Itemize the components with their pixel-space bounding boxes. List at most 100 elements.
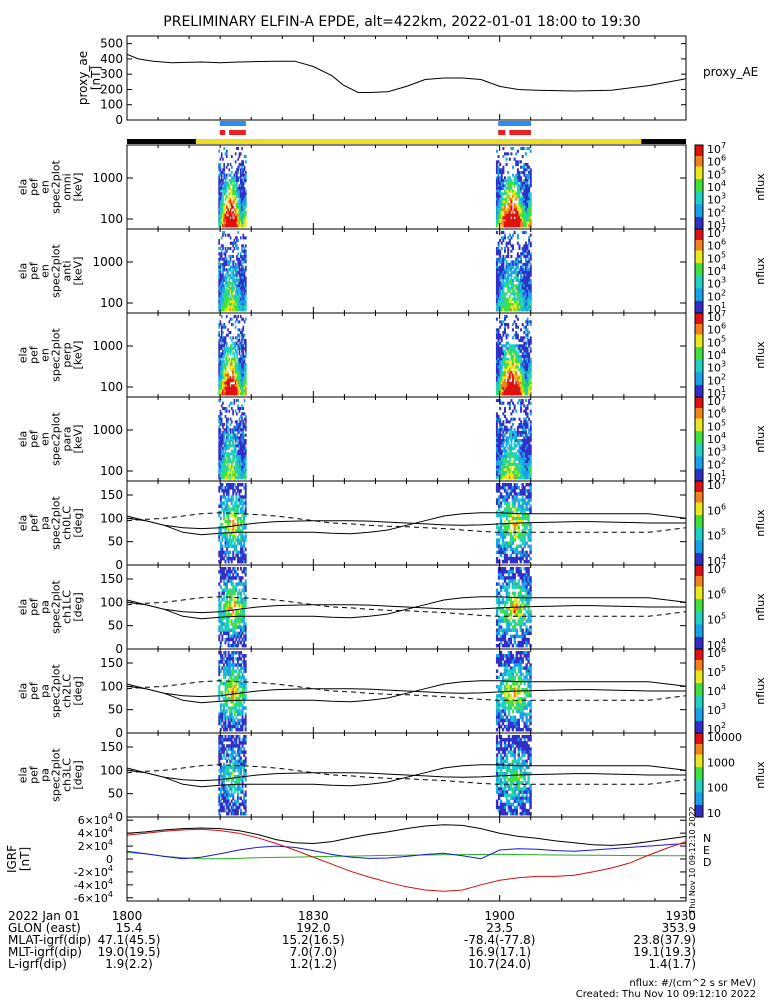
spectrogram-cell [242,352,245,356]
spectrogram-cell [497,371,500,375]
colorbar-cell [695,161,703,165]
spectrogram-cell [238,341,241,345]
spectrogram-cell [223,147,226,151]
spectrogram-cell [233,368,236,372]
spectrogram-cell [236,181,238,185]
spectrogram-cell [242,347,245,351]
spectrogram-cell [507,255,510,259]
spectrogram-cell [495,265,498,269]
spectrogram-cell [233,547,236,552]
spectrogram-cell [237,257,240,261]
spectrogram-cell [227,347,229,351]
spectrogram-cell [505,516,509,521]
spectrogram-cell [500,176,503,180]
spectrogram-cell [495,249,498,253]
spectrogram-cell [511,559,515,564]
spectrogram-cell [503,176,506,180]
spectrogram-cell [518,376,521,380]
spectrogram-cell [502,165,505,169]
spectrogram-cell [528,303,531,307]
spectrogram-cell [232,268,234,272]
spectrogram-cell [241,303,243,307]
spectrogram-cell [241,550,244,555]
colorbar-cell [695,264,703,268]
spectrogram-cell [508,344,511,348]
spectrogram-cell [232,553,235,558]
spectrogram-cell [529,423,532,427]
colorbar-cell [695,157,703,161]
spectrogram-cell [523,165,526,169]
spectrogram-cell [239,224,242,228]
spectrogram-cell [507,287,510,291]
spectrogram-cell [502,384,505,388]
colorbar-cell [695,428,703,432]
spectrogram-cell [523,168,526,172]
spectrogram-cell [499,436,502,440]
spectrogram-cell [503,211,506,215]
spectrogram-cell [524,192,527,196]
spectrogram-cell [225,368,228,372]
spectrogram-cell [507,224,510,228]
spectrogram-cell [524,203,527,207]
spectrogram-cell [529,320,532,324]
spectrogram-cell [244,447,247,451]
spectrogram-cell [225,333,228,337]
spectrogram-cell [244,197,247,201]
spectrogram-cell [502,203,505,207]
spectrogram-cell [529,523,532,527]
colorbar-cell [695,361,703,364]
spectrogram-cell [229,401,232,405]
spectrogram-cell [237,192,240,196]
spectrogram-cell [236,389,238,393]
spectrogram-cell [231,284,233,288]
spectrogram-cell [229,219,232,223]
spectrogram-cell [507,305,510,309]
spectrogram-cell [495,389,498,393]
spectrogram-cell [232,449,234,453]
spectrogram-cell [236,486,239,490]
spectrogram-cell [526,323,529,327]
spectrogram-cell [243,535,246,539]
spectrogram-cell [222,219,224,223]
spectrogram-cell [529,389,532,393]
spectrogram-cell [523,452,526,456]
spectrogram-cell [224,336,227,340]
spectrogram-cell [237,379,240,383]
spectrogram-cell [220,181,223,185]
spectrogram-cell [219,501,222,505]
spectrogram-cell [220,195,223,199]
spectrogram-cell [241,389,243,393]
spectrogram-cell [528,213,531,217]
spectrogram-cell [220,325,223,329]
spectrogram-cell [242,441,245,445]
spectrogram-cell [244,489,247,493]
spectrogram-cell [529,433,532,437]
colorbar-cell [695,250,703,253]
spectrogram-cell [516,344,519,348]
spectrogram-cell [526,244,529,248]
spectrogram-cell [233,399,236,403]
spectrogram-cell [236,276,238,280]
spectrogram-cell [233,516,236,521]
spectrogram-cell [232,483,235,487]
spectrogram-cell [518,203,521,207]
spectrogram-cell [241,300,243,304]
spectrogram-cell [239,203,242,207]
spectrogram-cell [244,507,247,512]
spectrogram-cell [495,460,498,464]
spectrogram-cell [224,529,227,533]
spectrogram-cell [239,444,242,448]
spectrogram-cell [238,379,241,383]
spectrogram-cell [524,349,527,353]
spectrogram-cell [239,300,242,304]
colorbar-cell [695,556,703,560]
spectrogram-cell [529,495,532,499]
spectrogram-cell [507,236,510,240]
colorbar-cell [695,205,703,209]
spectrogram-cell [516,468,519,472]
spectrogram-cell [220,355,223,359]
spectrogram-cell [242,381,245,385]
spectrogram-cell [512,365,515,369]
spectrogram-cell [510,197,513,201]
